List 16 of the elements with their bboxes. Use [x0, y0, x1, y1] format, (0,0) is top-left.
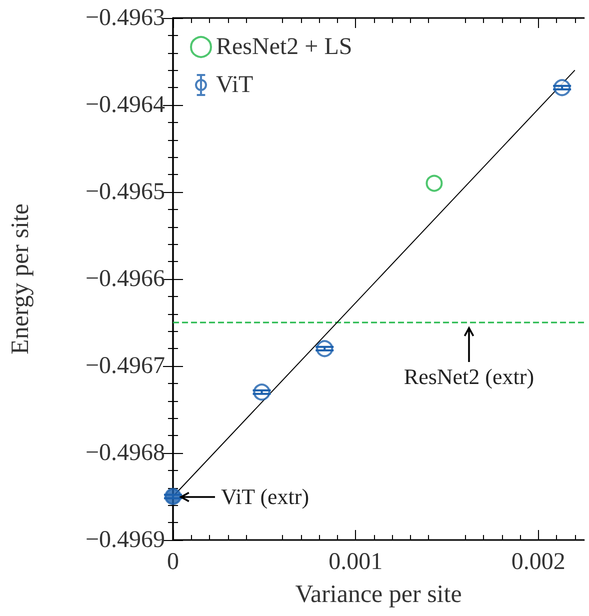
y-tick-label: −0.4964 [85, 92, 165, 118]
y-tick-label: −0.4965 [85, 179, 165, 205]
x-tick-label: 0.002 [511, 549, 566, 575]
legend-label: ViT [216, 72, 254, 98]
annotation: ResNet2 (extr) [404, 364, 534, 390]
x-tick-label: 0.001 [328, 549, 383, 575]
y-axis-title: Energy per site [7, 204, 34, 354]
x-axis-title: Variance per site [295, 581, 462, 608]
y-tick-label: −0.4969 [85, 527, 165, 553]
y-tick-label: −0.4966 [85, 266, 165, 292]
x-tick-label: 0 [167, 549, 179, 575]
y-tick-label: −0.4967 [85, 353, 165, 379]
y-tick-label: −0.4963 [85, 5, 165, 31]
annotation: ViT (extr) [221, 484, 310, 510]
legend-label: ResNet2 + LS [216, 34, 352, 60]
y-tick-label: −0.4968 [85, 440, 165, 466]
